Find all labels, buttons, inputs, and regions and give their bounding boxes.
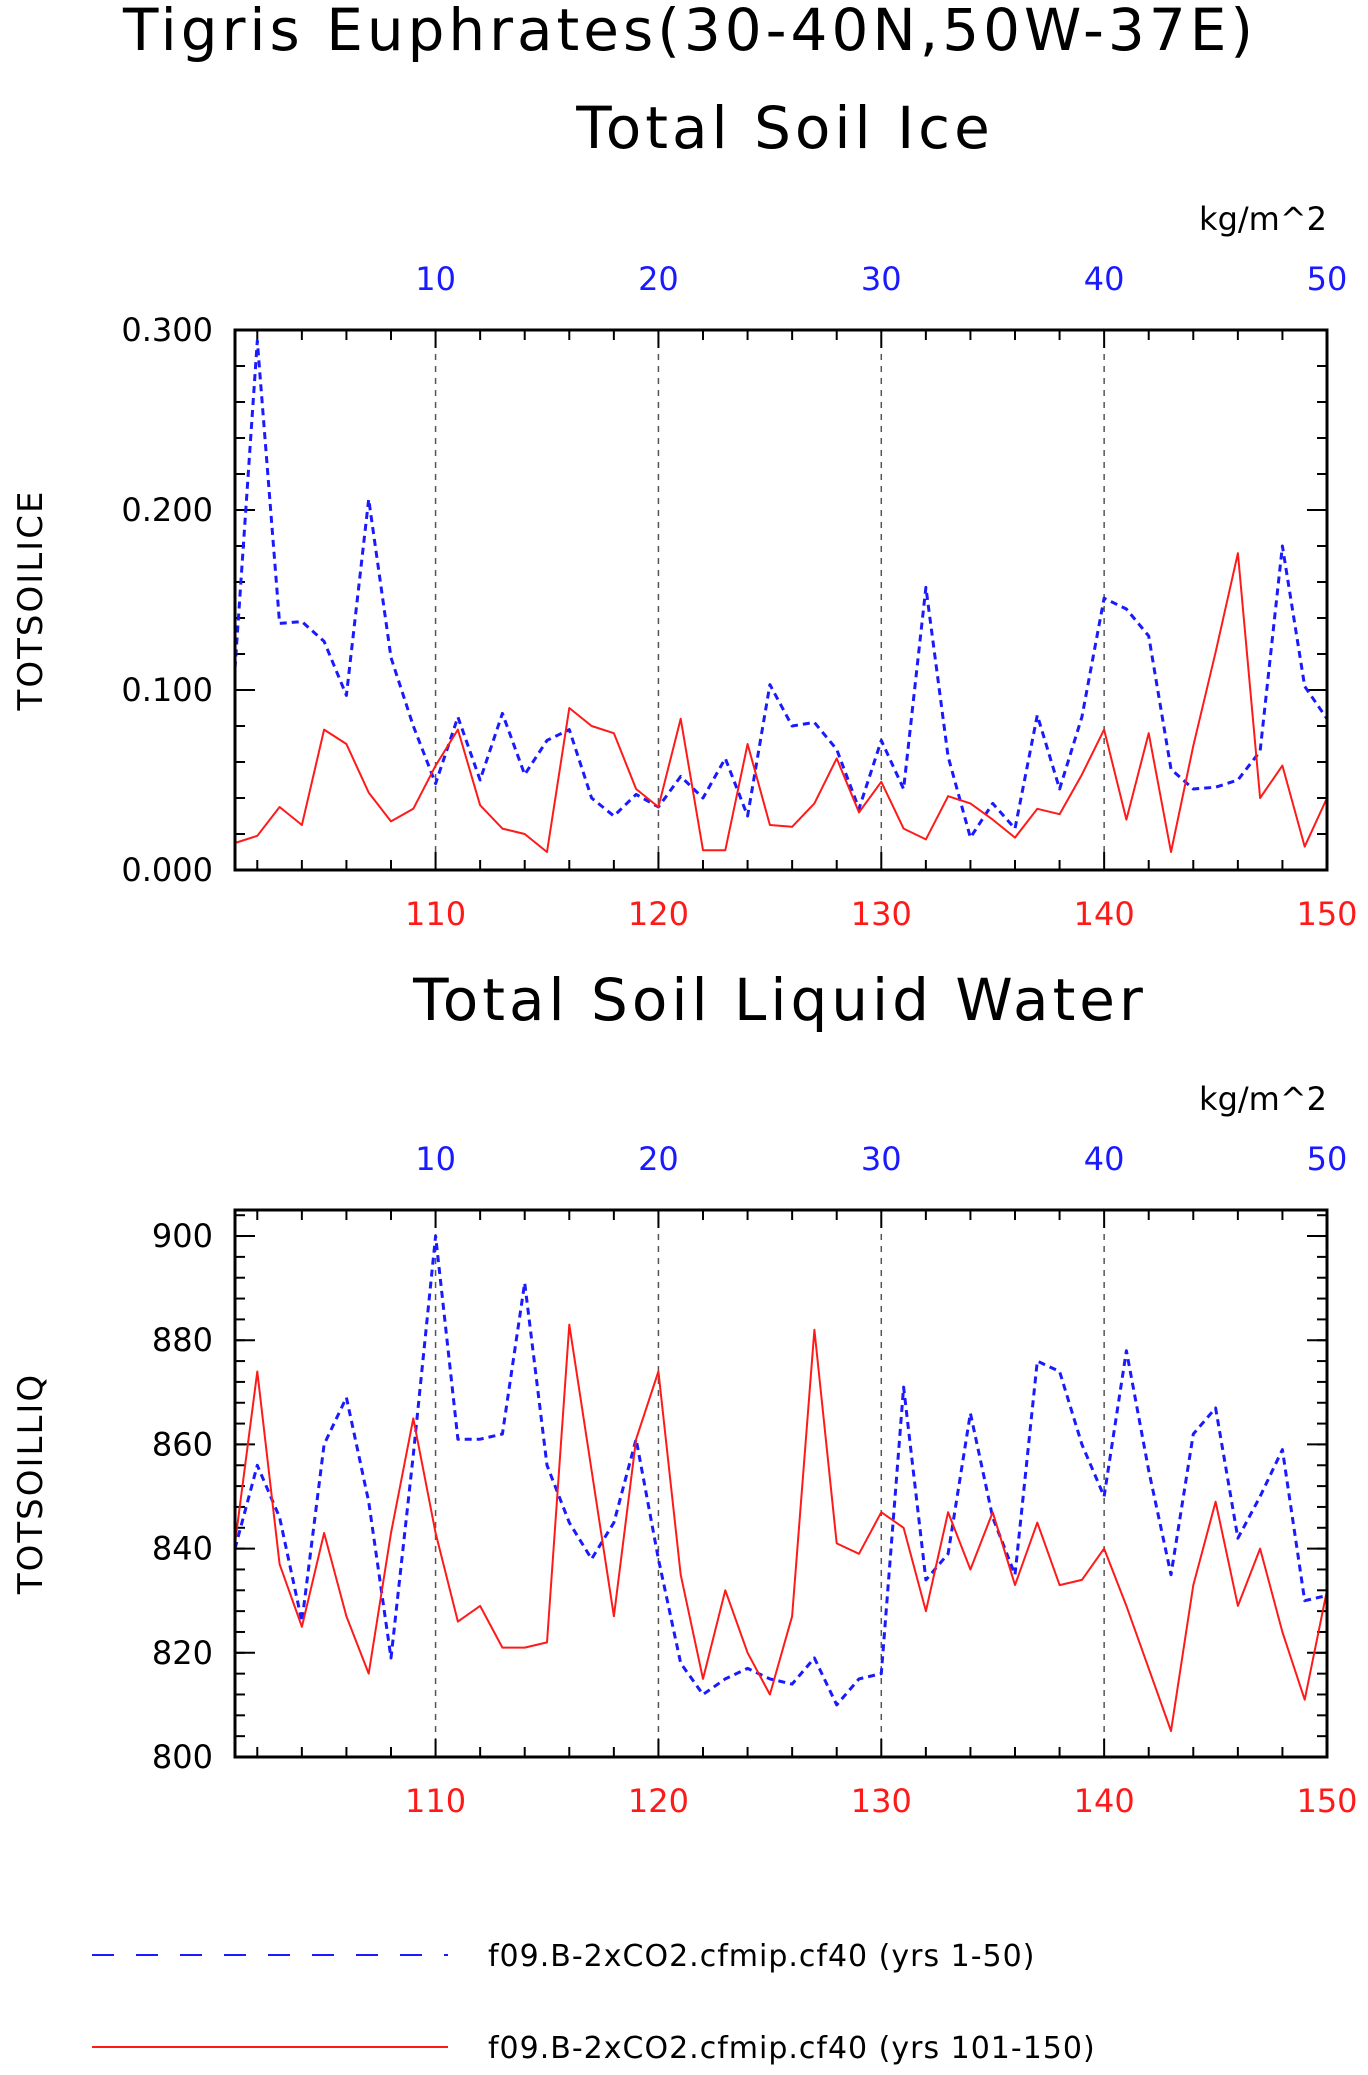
bottom-tick-label: 150 xyxy=(1296,895,1357,933)
top-tick-label: 30 xyxy=(861,260,902,298)
main-title: Tigris Euphrates(30-40N,50W-37E) xyxy=(122,0,1257,64)
y-tick-label: 840 xyxy=(152,1530,213,1568)
plot-frame xyxy=(233,328,1329,872)
soil-liquid-panel: Total Soil Liquid Water kg/m^2 800 820 840 86… xyxy=(11,966,1358,1820)
y-tick-label: 0.300 xyxy=(121,311,213,349)
y-tick-label: 0.200 xyxy=(121,491,213,529)
y-axis-title: TOTSOILICE xyxy=(11,490,51,712)
y-tick-label: 0.000 xyxy=(121,851,213,889)
series-line-blue xyxy=(233,339,1329,840)
bottom-tick-label: 130 xyxy=(851,895,912,933)
legend-label-red: f09.B-2xCO2.cfmip.cf40 (yrs 101-150) xyxy=(488,2031,1096,2066)
bottom-tick-label: 130 xyxy=(851,1782,912,1820)
bottom-tick-label: 110 xyxy=(405,1782,466,1820)
y-tick-label: 800 xyxy=(152,1738,213,1776)
top-tick-label: 50 xyxy=(1307,260,1348,298)
top-tick-label: 10 xyxy=(415,1140,456,1178)
y-tick-label: 880 xyxy=(152,1321,213,1359)
series-line-red xyxy=(234,1323,1328,1732)
y-tick-label: 860 xyxy=(152,1425,213,1463)
soil-ice-panel: Total Soil Ice kg/m^2 0.000 0.100 0.200 0.300… xyxy=(11,94,1358,933)
top-tick-label: 50 xyxy=(1307,1140,1348,1178)
units-label: kg/m^2 xyxy=(1199,200,1327,238)
panel-title: Total Soil Liquid Water xyxy=(412,966,1147,1034)
plot-frame xyxy=(233,1208,1329,1759)
bottom-tick-label: 120 xyxy=(628,895,689,933)
bottom-tick-label: 150 xyxy=(1296,1782,1357,1820)
series-line-red xyxy=(234,552,1328,853)
legend-label-blue: f09.B-2xCO2.cfmip.cf40 (yrs 1-50) xyxy=(488,1939,1035,1974)
top-tick-label: 40 xyxy=(1084,260,1125,298)
bottom-tick-label: 140 xyxy=(1074,895,1135,933)
top-tick-label: 20 xyxy=(638,260,679,298)
top-tick-label: 20 xyxy=(638,1140,679,1178)
top-tick-label: 30 xyxy=(861,1140,902,1178)
top-tick-label: 40 xyxy=(1084,1140,1125,1178)
bottom-tick-label: 120 xyxy=(628,1782,689,1820)
bottom-tick-label: 110 xyxy=(405,895,466,933)
units-label: kg/m^2 xyxy=(1199,1080,1327,1118)
top-tick-label: 10 xyxy=(415,260,456,298)
panel-title: Total Soil Ice xyxy=(575,94,994,162)
y-tick-label: 820 xyxy=(152,1634,213,1672)
y-tick-label: 0.100 xyxy=(121,671,213,709)
series-line-blue xyxy=(233,1234,1328,1707)
legend: f09.B-2xCO2.cfmip.cf40 (yrs 1-50) f09.B-… xyxy=(92,1939,1096,2066)
y-axis-title: TOTSOILLIQ xyxy=(11,1373,51,1595)
bottom-tick-label: 140 xyxy=(1074,1782,1135,1820)
y-tick-label: 900 xyxy=(152,1217,213,1255)
